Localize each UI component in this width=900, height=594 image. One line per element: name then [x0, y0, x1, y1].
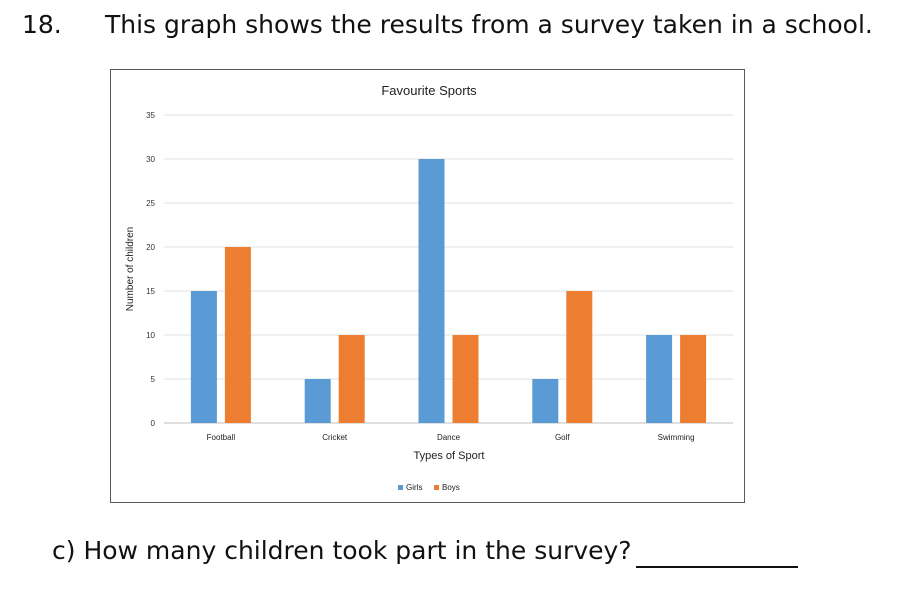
legend: Girls Boys — [398, 483, 460, 492]
bar-boys-golf — [566, 291, 593, 423]
x-tick-label: Dance — [437, 433, 461, 442]
bar-girls-dance — [418, 159, 445, 423]
question-text: This graph shows the results from a surv… — [105, 10, 873, 39]
x-tick-label: Football — [207, 433, 236, 442]
x-tick-label: Swimming — [658, 433, 695, 442]
chart-frame: Favourite Sports 0 5 10 15 20 25 30 35 Number o… — [110, 69, 745, 503]
chart-title: Favourite Sports — [381, 83, 477, 98]
bars — [190, 159, 707, 423]
bar-boys-dance — [452, 335, 479, 423]
y-tick-label: 20 — [146, 243, 155, 252]
x-tick-label: Cricket — [322, 433, 348, 442]
legend-label-girls: Girls — [406, 483, 422, 492]
y-tick-label: 10 — [146, 331, 155, 340]
x-axis-ticks: Football Cricket Dance Golf Swimming — [207, 433, 695, 442]
bar-girls-cricket — [304, 379, 331, 423]
legend-swatch-girls — [398, 485, 403, 490]
gridlines — [164, 114, 733, 424]
bar-girls-golf — [532, 379, 559, 423]
y-tick-label: 25 — [146, 199, 155, 208]
x-axis-label: Types of Sport — [414, 450, 485, 462]
y-tick-label: 0 — [151, 419, 156, 428]
y-tick-label: 35 — [146, 111, 155, 120]
question-number: 18. — [22, 10, 62, 39]
y-axis-label: Number of children — [125, 227, 136, 311]
y-tick-label: 5 — [151, 375, 156, 384]
question-c-text: c) How many children took part in the su… — [52, 536, 632, 565]
bar-chart: Favourite Sports 0 5 10 15 20 25 30 35 Number o… — [125, 83, 733, 492]
bar-boys-cricket — [338, 335, 365, 423]
bar-boys-football — [224, 247, 251, 423]
bar-girls-football — [190, 291, 217, 423]
answer-line[interactable] — [636, 566, 798, 568]
bar-girls-swimming — [646, 335, 673, 423]
y-tick-label: 30 — [146, 155, 155, 164]
legend-label-boys: Boys — [442, 483, 460, 492]
bar-boys-swimming — [680, 335, 707, 423]
y-axis-ticks: 0 5 10 15 20 25 30 35 — [146, 111, 155, 428]
x-tick-label: Golf — [555, 433, 570, 442]
y-tick-label: 15 — [146, 287, 155, 296]
legend-swatch-boys — [434, 485, 439, 490]
